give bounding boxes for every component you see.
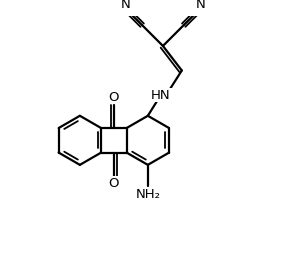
Text: O: O bbox=[109, 177, 119, 190]
Text: NH₂: NH₂ bbox=[135, 188, 160, 200]
Text: N: N bbox=[120, 0, 130, 11]
Text: HN: HN bbox=[151, 88, 171, 102]
Text: N: N bbox=[196, 0, 206, 11]
Text: O: O bbox=[109, 91, 119, 104]
